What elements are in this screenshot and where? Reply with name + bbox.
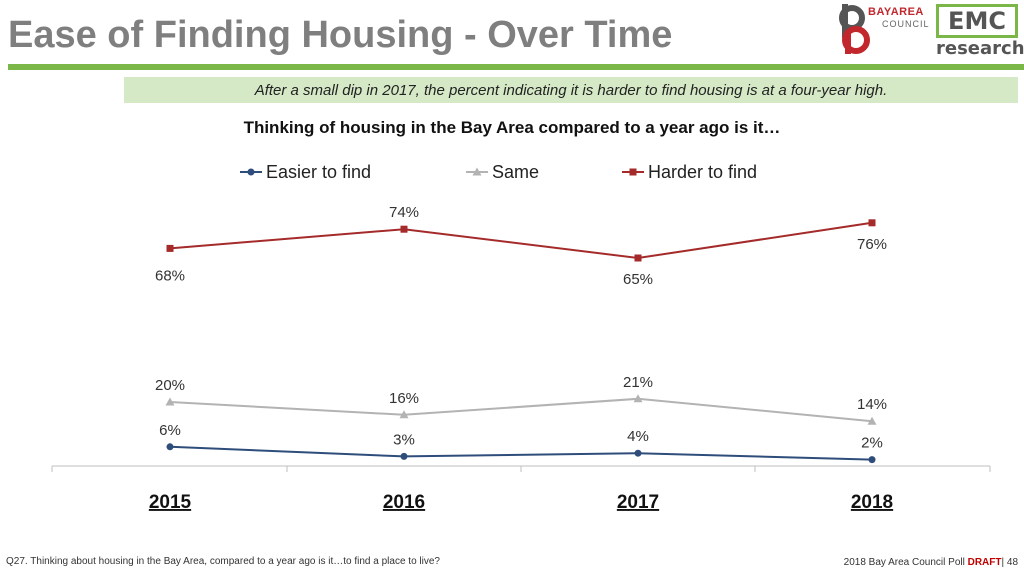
series-same: 20% 16% 21% 14% [155,374,887,425]
data-label: 21% [623,374,653,391]
title-divider [8,64,1024,70]
data-label: 65% [623,271,653,288]
bay-area-council-logo: BAYAREA COUNCIL [838,2,934,58]
bay-area-logo-line2: COUNCIL [882,19,930,29]
data-label: 68% [155,267,185,284]
series-harder-to-find: 68% 74% 65% 76% [155,204,887,288]
data-point [867,416,877,425]
x-tick-label: 2015 [149,492,192,513]
series-line [169,221,873,260]
series-easier-to-find: 6% 3% 4% 2% [159,422,883,464]
legend-item: Same [466,162,539,182]
x-axis: 2015 2016 2017 2018 [51,465,991,513]
line-chart: Easier to find Same Harder to find 2015 201… [51,162,991,513]
emc-logo-main: EMC [936,4,1018,38]
footer-source-text: 2018 Bay Area Council Poll [843,557,968,568]
legend-label: Same [492,162,539,182]
subtitle-text: After a small dip in 2017, the percent i… [254,81,888,99]
data-label: 16% [389,390,419,407]
data-label: 76% [857,236,887,253]
subtitle-banner: After a small dip in 2017, the percent i… [124,77,1018,103]
footer-draft-label: DRAFT [967,557,1002,568]
x-tick-label: 2018 [851,492,893,513]
x-tick-label: 2017 [617,492,659,513]
data-point [868,219,876,227]
data-label: 6% [159,422,181,439]
data-point [166,244,174,252]
emc-research-logo: EMC research [936,4,1024,60]
data-label: 14% [857,396,887,413]
legend-label: Easier to find [266,162,371,182]
data-label: 2% [861,435,883,452]
data-point [166,443,174,451]
legend-marker [472,167,482,176]
chart-legend: Easier to find Same Harder to find [240,162,757,182]
page-title: Ease of Finding Housing - Over Time [8,14,673,56]
bay-area-council-mark-icon [839,4,870,54]
data-point [400,225,408,233]
footer-page-number: | 48 [1001,557,1019,568]
series-line [169,397,873,423]
data-point [399,410,409,419]
data-label: 20% [155,377,185,394]
chart-title: Thinking of housing in the Bay Area comp… [243,118,781,137]
x-tick-label: 2016 [383,492,425,513]
legend-label: Harder to find [648,162,757,182]
legend-marker [629,168,637,176]
data-label: 4% [627,428,649,445]
footer-question: Q27. Thinking about housing in the Bay A… [6,556,440,567]
series-layer: 6% 3% 4% 2% 20% 16% 21% 14% 68% 74% 65% 76% [155,204,887,464]
series-line [169,445,873,461]
data-label: 3% [393,431,415,448]
data-point [400,452,408,460]
data-point [165,397,175,406]
legend-item: Harder to find [622,162,757,182]
data-point [868,456,876,464]
bay-area-logo-line1: BAYAREA [868,6,924,18]
emc-logo-sub: research [936,38,1024,59]
footer-source: 2018 Bay Area Council Poll DRAFT| 48 [844,557,1018,568]
legend-item: Easier to find [240,162,371,182]
data-label: 74% [389,204,419,221]
legend-marker [247,168,255,176]
data-point [634,449,642,457]
data-point [634,254,642,262]
data-point [633,394,643,403]
